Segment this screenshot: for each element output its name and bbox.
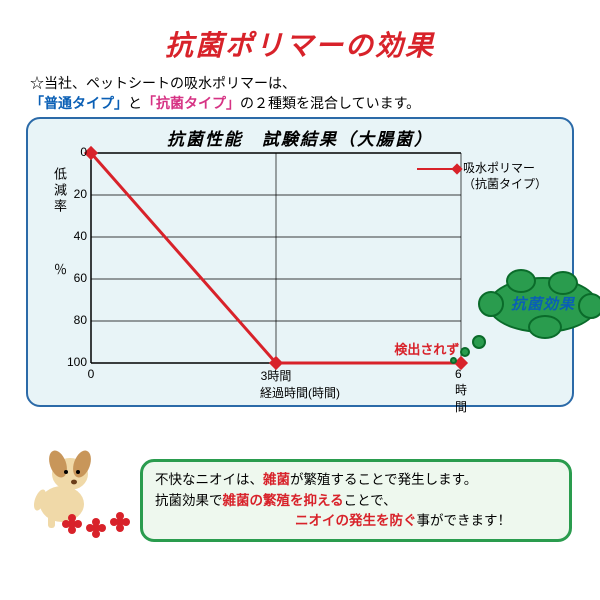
chart-title: 抗菌性能 試験結果（大腸菌） [40,125,560,150]
subtitle-prefix: ☆当社、ペットシートの吸水ポリマーは、 [30,75,296,91]
subtitle-pink: 「抗菌タイプ」 [142,95,240,111]
cap-l2b: 雑菌の繁殖を抑える [223,493,344,508]
y-tick: 0 [57,145,87,159]
cap-l2a: 抗菌効果で [155,493,223,508]
y-tick: 20 [57,187,87,201]
y-tick: 60 [57,271,87,285]
x-tick: 0 [88,367,95,381]
legend-label-1: 吸水ポリマー [463,161,535,175]
y-tick: 100 [57,355,87,369]
chart-panel: 抗菌性能 試験結果（大腸菌） 低減率 ％ 020406080100 03時間6時… [26,117,574,407]
caption-box: 不快なニオイは、雑菌が繁殖することで発生します。 抗菌効果で雑菌の繁殖を抑えるこ… [140,459,572,542]
x-axis-label: 経過時間(時間) [28,384,572,401]
cap-l2c: ことで、 [344,493,397,508]
legend-label-2: （抗菌タイプ） [463,177,547,191]
cap-l1c: が繁殖することで発生します。 [290,472,477,487]
cap-l1b: 雑菌 [263,472,290,487]
legend: 吸水ポリマー （抗菌タイプ） [417,161,547,192]
y-tick: 80 [57,313,87,327]
callout-cloud: 抗菌効果 [478,277,600,347]
chart-svg [91,153,461,363]
subtitle-mid: と [128,95,142,111]
flower-icon [62,510,142,540]
cap-l1a: 不快なニオイは、 [155,472,263,487]
plot-area: 020406080100 03時間6時間 [91,153,461,363]
y-tick: 40 [57,229,87,243]
chart-annotation: 検出されず [394,339,459,358]
legend-marker [417,168,459,170]
x-tick: 3時間 [261,367,292,384]
cap-l3b: 事ができます！ [417,513,512,528]
page-title: 抗菌ポリマーの効果 [0,0,600,74]
subtitle: ☆当社、ペットシートの吸水ポリマーは、 「普通タイプ」と「抗菌タイプ」の２種類を… [0,74,600,117]
cloud-text: 抗菌効果 [478,293,600,314]
cap-l3: ニオイの発生を防ぐ [295,513,417,528]
subtitle-end: の２種類を混合しています。 [240,95,420,111]
subtitle-blue: 「普通タイプ」 [30,95,128,111]
